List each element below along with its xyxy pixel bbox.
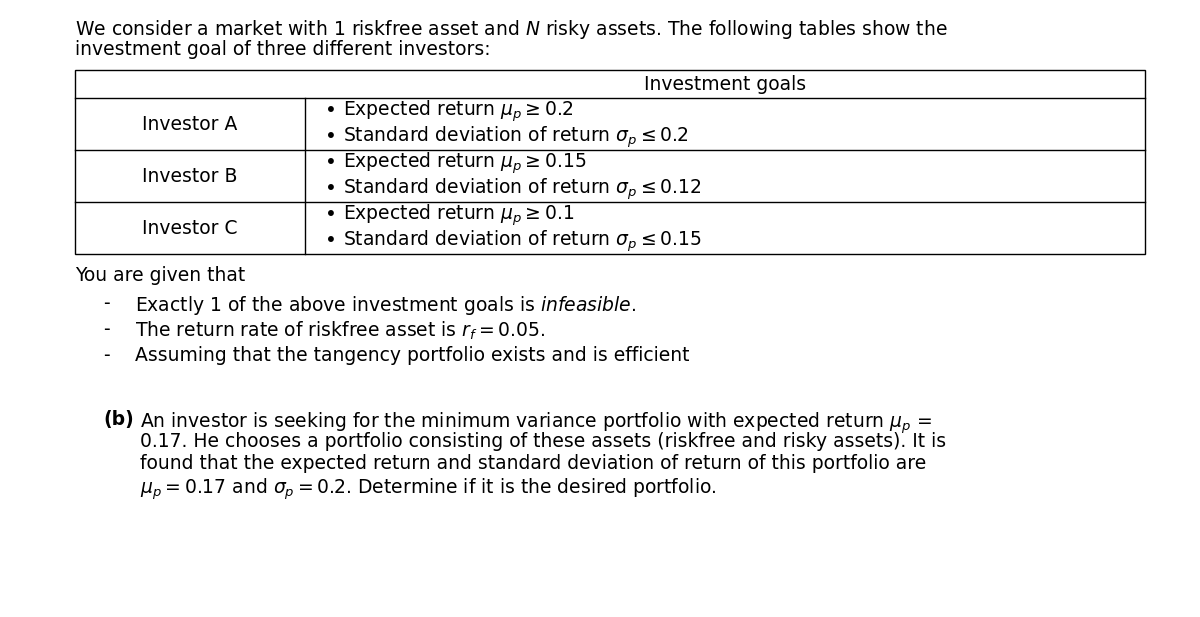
- Text: $\mu_p = 0.17$ and $\sigma_p = 0.2$. Determine if it is the desired portfolio.: $\mu_p = 0.17$ and $\sigma_p = 0.2$. Det…: [140, 476, 716, 502]
- Text: 0.17. He chooses a portfolio consisting of these assets (riskfree and risky asse: 0.17. He chooses a portfolio consisting …: [140, 432, 946, 451]
- Text: •: •: [325, 180, 337, 199]
- Text: -: -: [103, 294, 109, 313]
- Bar: [74, 70, 1145, 254]
- Text: Investor A: Investor A: [143, 115, 238, 133]
- Text: We consider a market with 1 riskfree asset and $N$ risky assets. The following t: We consider a market with 1 riskfree ass…: [74, 18, 948, 41]
- Text: Exactly 1 of the above investment goals is $\mathit{infeasible}$.: Exactly 1 of the above investment goals …: [134, 294, 636, 317]
- Text: The return rate of riskfree asset is $r_f = 0.05$.: The return rate of riskfree asset is $r_…: [134, 320, 545, 342]
- Text: Standard deviation of return $\sigma_p \leq 0.2$: Standard deviation of return $\sigma_p \…: [343, 124, 689, 150]
- Text: Standard deviation of return $\sigma_p \leq 0.15$: Standard deviation of return $\sigma_p \…: [343, 228, 702, 254]
- Text: Investor C: Investor C: [143, 218, 238, 238]
- Text: •: •: [325, 231, 337, 251]
- Text: -: -: [103, 320, 109, 339]
- Text: Investor B: Investor B: [143, 167, 238, 186]
- Text: Expected return $\mu_p \geq 0.15$: Expected return $\mu_p \geq 0.15$: [343, 151, 587, 176]
- Text: -: -: [103, 346, 109, 365]
- Text: An investor is seeking for the minimum variance portfolio with expected return $: An investor is seeking for the minimum v…: [140, 410, 932, 436]
- Text: Standard deviation of return $\sigma_p \leq 0.12$: Standard deviation of return $\sigma_p \…: [343, 176, 702, 202]
- Text: •: •: [325, 102, 337, 120]
- Text: Investment goals: Investment goals: [644, 75, 806, 94]
- Text: (b): (b): [103, 410, 133, 429]
- Text: •: •: [325, 205, 337, 225]
- Text: Expected return $\mu_p \geq 0.2$: Expected return $\mu_p \geq 0.2$: [343, 98, 574, 124]
- Text: found that the expected return and standard deviation of return of this portfoli: found that the expected return and stand…: [140, 454, 926, 473]
- Text: investment goal of three different investors:: investment goal of three different inves…: [74, 40, 491, 59]
- Text: •: •: [325, 128, 337, 146]
- Text: •: •: [325, 154, 337, 173]
- Text: You are given that: You are given that: [74, 266, 245, 285]
- Text: Expected return $\mu_p \geq 0.1$: Expected return $\mu_p \geq 0.1$: [343, 202, 575, 228]
- Text: Assuming that the tangency portfolio exists and is efficient: Assuming that the tangency portfolio exi…: [134, 346, 690, 365]
